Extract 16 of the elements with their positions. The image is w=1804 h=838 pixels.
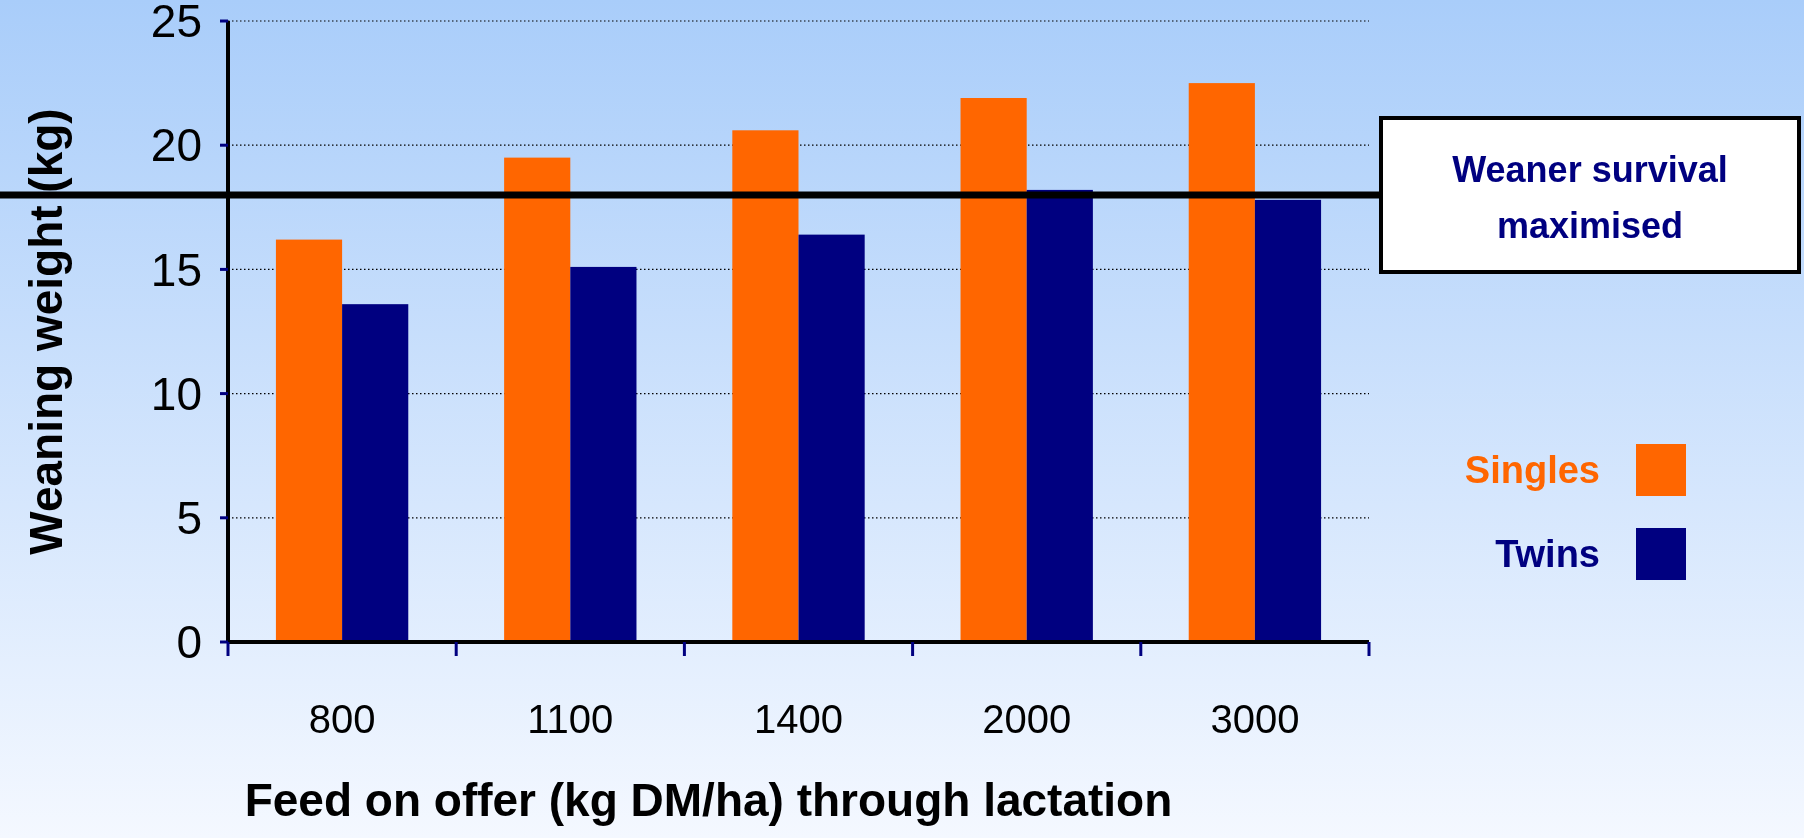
x-tick-label: 1400 [754, 697, 843, 741]
legend-label: Twins [1495, 533, 1600, 576]
y-tick-label: 25 [150, 0, 202, 48]
y-tick-label: 5 [176, 491, 202, 544]
x-tick-label: 3000 [1210, 697, 1300, 741]
y-tick-label: 20 [150, 119, 202, 172]
y-tick-label: 0 [176, 616, 202, 669]
ref-line-label: Weaner survival maximised [1452, 149, 1728, 246]
y-axis-title: Weaning weight (kg) [20, 108, 72, 555]
x-tick-label: 1100 [527, 697, 614, 741]
x-tick-label: 800 [308, 697, 376, 741]
y-tick-label: 10 [150, 367, 202, 420]
x-tick-label: 2000 [982, 697, 1072, 741]
x-axis-title: Feed on offer (kg DM/ha) through lactation [244, 774, 1173, 826]
legend-label: Singles [1464, 449, 1600, 492]
y-tick-label: 15 [150, 243, 202, 296]
